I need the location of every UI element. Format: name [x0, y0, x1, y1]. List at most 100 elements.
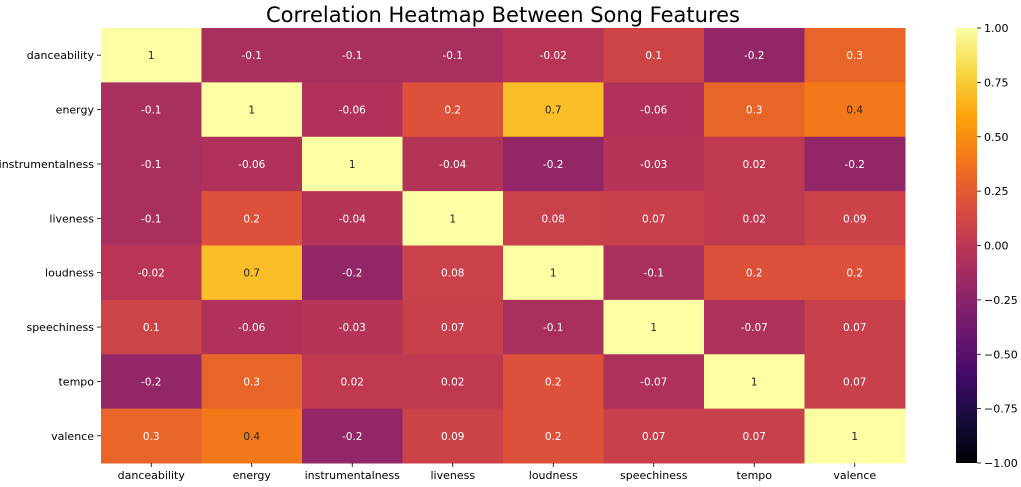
cell-value-label: 0.07 [642, 431, 665, 443]
cell-value-label: 0.2 [545, 431, 562, 443]
heatmap-cell [603, 299, 705, 355]
heatmap-cell [704, 28, 805, 83]
cell-value-label: 1 [650, 322, 657, 334]
heatmap-cell [804, 245, 906, 301]
heatmap-cell [804, 28, 906, 83]
cell-value-label: -0.2 [744, 50, 765, 62]
column-tick-label: loudness [529, 469, 578, 482]
heatmap-cell [402, 245, 504, 301]
column-tick-label: danceability [118, 469, 186, 482]
cell-value-label: 0.1 [645, 50, 662, 62]
heatmap-cell [201, 191, 303, 246]
cell-value-label: 0.02 [743, 213, 766, 225]
cell-value-label: 0.7 [545, 105, 562, 117]
cell-value-label: -0.1 [242, 50, 263, 62]
heatmap-cell [804, 191, 906, 246]
heatmap-cell [503, 408, 604, 464]
cell-value-label: 0.08 [441, 268, 464, 280]
cell-value-label: 0.08 [542, 213, 565, 225]
cell-value-label: 0.2 [444, 105, 461, 117]
heatmap-cell [804, 136, 906, 192]
heatmap-cell [503, 354, 604, 410]
cell-value-label: -0.06 [238, 159, 265, 171]
chart-title: Correlation Heatmap Between Song Feature… [266, 3, 740, 27]
row-tick-label: liveness [49, 212, 94, 225]
heatmap-cell [201, 299, 303, 355]
cell-value-label: 0.07 [642, 213, 665, 225]
cell-value-label: -0.2 [342, 431, 363, 443]
colorbar-tick-label: 1.00 [984, 22, 1009, 35]
cell-value-label: 0.07 [843, 322, 866, 334]
colorbar-tick-label: 0.75 [984, 76, 1009, 89]
heatmap-cell [603, 82, 705, 138]
cell-value-label: 0.2 [545, 376, 562, 388]
cell-value-label: 0.07 [843, 376, 866, 388]
cell-value-label: -0.04 [439, 159, 466, 171]
colorbar-tick-label: −0.50 [984, 348, 1018, 361]
column-tick-label: energy [233, 469, 272, 482]
cell-value-label: 0.09 [441, 431, 464, 443]
cell-value-label: -0.02 [138, 268, 165, 280]
cell-value-label: 0.7 [243, 268, 260, 280]
cell-value-label: 0.02 [341, 376, 364, 388]
heatmap-cell [804, 299, 906, 355]
heatmap-cell [101, 245, 202, 301]
cell-value-label: 0.1 [143, 322, 160, 334]
cell-value-label: -0.03 [640, 159, 667, 171]
heatmap-cell [101, 408, 202, 464]
heatmap-cell [603, 354, 705, 410]
cell-value-label: 0.3 [746, 105, 763, 117]
cell-value-label: 0.02 [743, 159, 766, 171]
cell-value-label: 0.09 [843, 213, 866, 225]
heatmap-cell [201, 28, 303, 83]
cell-value-label: 1 [148, 50, 155, 62]
cell-value-label: -0.06 [339, 105, 366, 117]
row-tick-label: loudness [45, 267, 94, 280]
heatmap-cell [503, 82, 604, 138]
heatmap-cell [302, 245, 403, 301]
heatmap-cell [603, 408, 705, 464]
heatmap-cell [704, 354, 805, 410]
cell-value-label: 0.07 [441, 322, 464, 334]
heatmap-cell [302, 191, 403, 246]
column-tick-labels: danceability energy instrumentalness livene… [118, 463, 876, 482]
cell-value-label: 0.3 [846, 50, 863, 62]
heatmap-cell [201, 136, 303, 192]
heatmap-cell [201, 245, 303, 301]
heatmap-cell [603, 191, 705, 246]
heatmap-cell [704, 299, 805, 355]
heatmap-cell [804, 408, 906, 464]
heatmap-cell [804, 354, 906, 410]
heatmap-cell [402, 82, 504, 138]
heatmap-cell [302, 136, 403, 192]
heatmap-cell [101, 299, 202, 355]
heatmap-cell [101, 28, 202, 83]
colorbar-ticks: −1.00 −0.75 −0.50 −0.25 0.00 0.25 0.50 0.75 1.00 [977, 22, 1018, 470]
colorbar-tick-label: 0.00 [984, 240, 1009, 253]
cell-value-label: 0.07 [743, 431, 766, 443]
heatmap-cells: 1 -0.1 -0.1 -0.1 -0.02 0.1 -0.2 0.3 -0.1 1 -0.06 0.… [101, 28, 906, 464]
heatmap-cell [704, 82, 805, 138]
heatmap-cell [302, 82, 403, 138]
cell-value-label: -0.07 [741, 322, 768, 334]
cell-value-label: -0.2 [845, 159, 866, 171]
row-tick-label: instrumentalness [0, 158, 94, 171]
heatmap-cell [603, 28, 705, 83]
heatmap-cell [101, 82, 202, 138]
heatmap-cell [704, 136, 805, 192]
row-tick-label: speechiness [26, 321, 94, 334]
heatmap-cell [101, 191, 202, 246]
row-tick-labels: danceability energy instrumentalness livene… [0, 49, 101, 443]
cell-value-label: -0.06 [640, 105, 667, 117]
heatmap-cell [704, 191, 805, 246]
cell-value-label: -0.07 [640, 376, 667, 388]
row-tick-label: energy [56, 104, 95, 117]
cell-value-label: -0.03 [339, 322, 366, 334]
heatmap-cell [402, 136, 504, 192]
cell-value-label: 1 [449, 213, 456, 225]
cell-value-label: -0.2 [543, 159, 564, 171]
column-tick-label: speechiness [620, 469, 688, 482]
heatmap-cell [804, 82, 906, 138]
cell-value-label: 0.2 [243, 213, 260, 225]
cell-value-label: -0.2 [141, 376, 162, 388]
